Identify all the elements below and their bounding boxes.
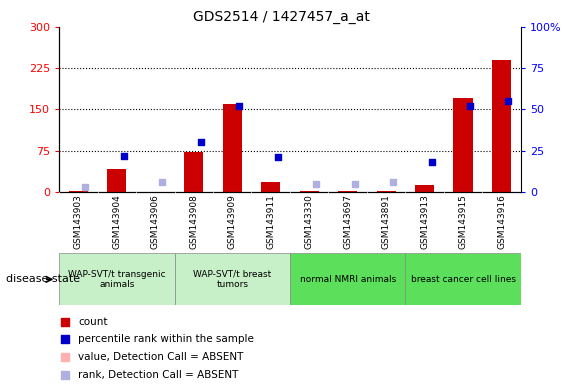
Bar (415, 185, 434, 192)
Text: GSM143906: GSM143906 (151, 194, 160, 249)
Point (346, 118, 355, 124)
Point (119, 152, 128, 159)
Text: GSM143903: GSM143903 (74, 194, 83, 249)
Point (311, 181, 320, 187)
Bar (453, 98, 473, 192)
Point (427, 159, 436, 166)
Text: GSM143904: GSM143904 (113, 194, 121, 248)
Bar (59, 253, 175, 305)
Point (466, 103, 475, 109)
Text: GSM143915: GSM143915 (459, 194, 467, 249)
Point (273, 154, 282, 161)
Point (158, 179, 167, 185)
Bar (175, 253, 290, 305)
Text: GSM143330: GSM143330 (305, 194, 314, 249)
Point (504, 98, 513, 104)
Text: GSM143697: GSM143697 (343, 194, 352, 249)
Text: GSM143909: GSM143909 (228, 194, 236, 249)
Bar (290, 253, 405, 305)
Bar (405, 253, 521, 305)
Text: GSM143908: GSM143908 (189, 194, 198, 249)
Point (81, 184, 90, 190)
Text: breast cancer cell lines: breast cancer cell lines (410, 275, 516, 284)
Text: GSM143911: GSM143911 (266, 194, 275, 249)
Bar (492, 60, 511, 192)
Point (350, 181, 359, 187)
Bar (377, 191, 396, 192)
Bar (338, 191, 358, 192)
Text: normal NMRI animals: normal NMRI animals (300, 275, 396, 284)
Point (388, 179, 397, 185)
Bar (107, 169, 127, 192)
Text: rank, Detection Call = ABSENT: rank, Detection Call = ABSENT (78, 370, 239, 380)
Point (235, 103, 244, 109)
Text: WAP-SVT/t transgenic
animals: WAP-SVT/t transgenic animals (68, 270, 166, 289)
Text: count: count (78, 317, 108, 327)
Text: value, Detection Call = ABSENT: value, Detection Call = ABSENT (78, 352, 244, 362)
Text: GDS2514 / 1427457_a_at: GDS2514 / 1427457_a_at (193, 10, 370, 23)
Text: GSM143913: GSM143913 (420, 194, 429, 249)
Text: GSM143891: GSM143891 (382, 194, 391, 249)
Bar (184, 152, 203, 192)
Bar (261, 182, 280, 192)
Bar (300, 191, 319, 192)
Point (346, 279, 355, 285)
Text: disease state: disease state (6, 274, 80, 285)
Text: GSM143916: GSM143916 (497, 194, 506, 249)
Text: WAP-SVT/t breast
tumors: WAP-SVT/t breast tumors (193, 270, 271, 289)
Point (196, 139, 205, 146)
Bar (69, 191, 88, 192)
Text: percentile rank within the sample: percentile rank within the sample (78, 334, 254, 344)
Bar (222, 104, 242, 192)
